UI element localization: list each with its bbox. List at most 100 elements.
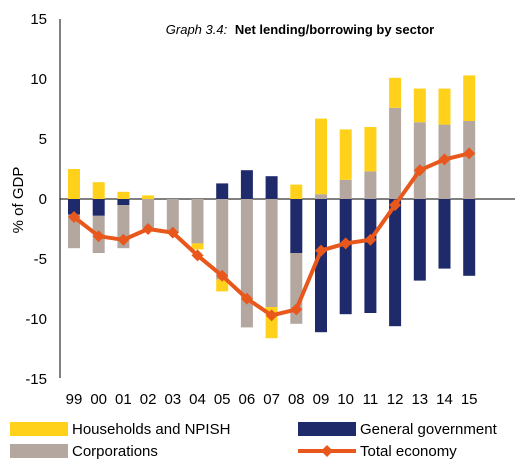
legend: Households and NPISH General government Co… bbox=[10, 421, 498, 460]
bar-general-government bbox=[364, 199, 377, 313]
x-tick-label: 13 bbox=[411, 391, 428, 408]
total-economy-point bbox=[142, 223, 155, 235]
x-tick-label: 09 bbox=[313, 391, 330, 408]
total-economy-point bbox=[240, 292, 253, 305]
bar-general-government bbox=[438, 199, 451, 269]
bar-corporations bbox=[463, 121, 476, 199]
bar-households-and-npish bbox=[339, 129, 352, 180]
bar-corporations bbox=[339, 179, 352, 199]
x-tick-label: 14 bbox=[436, 391, 453, 408]
bar-households-and-npish bbox=[463, 75, 476, 121]
bar-households-and-npish bbox=[315, 118, 327, 195]
legend-item-total-economy: Total economy bbox=[298, 443, 457, 460]
legend-marker bbox=[321, 445, 333, 457]
total-economy-point bbox=[216, 269, 229, 282]
bar-general-government bbox=[68, 199, 80, 215]
x-tick-label: 03 bbox=[164, 391, 181, 408]
legend-label: General government bbox=[360, 421, 498, 438]
bar-corporations bbox=[68, 214, 80, 249]
x-tick-label: 00 bbox=[90, 391, 107, 408]
bar-households-and-npish bbox=[290, 184, 303, 199]
bar-general-government bbox=[265, 176, 278, 199]
bar-general-government bbox=[389, 199, 402, 327]
x-ticks: 99 00 01 02 03 04 05 06 07 08 09 10 11 12 13 14 15 bbox=[66, 391, 478, 408]
bar-households-and-npish bbox=[68, 169, 80, 199]
bar-general-government bbox=[463, 199, 476, 276]
bar-corporations bbox=[117, 205, 130, 249]
bar-households-and-npish bbox=[92, 182, 105, 199]
total-economy-point bbox=[290, 303, 303, 316]
bar-general-government bbox=[315, 199, 327, 333]
x-tick-label: 02 bbox=[140, 391, 157, 408]
bar-general-government bbox=[240, 170, 253, 199]
bar-households-and-npish bbox=[117, 191, 130, 199]
legend-swatch bbox=[10, 444, 68, 458]
total-economy-point bbox=[364, 233, 377, 246]
x-tick-label: 99 bbox=[66, 391, 83, 408]
total-economy-point bbox=[438, 153, 451, 166]
y-tick-label: -15 bbox=[25, 371, 47, 388]
chart-title-prefix: Graph 3.4: bbox=[166, 22, 228, 37]
bar-corporations bbox=[216, 199, 229, 280]
x-tick-label: 01 bbox=[115, 391, 132, 408]
chart-title: Graph 3.4: Net lending/borrowing by sect… bbox=[166, 22, 434, 37]
total-economy-point bbox=[463, 147, 476, 160]
bar-general-government bbox=[92, 199, 105, 216]
bar-general-government bbox=[290, 199, 303, 253]
bar-households-and-npish bbox=[438, 88, 451, 125]
total-economy-point bbox=[315, 244, 327, 257]
x-tick-label: 11 bbox=[363, 391, 379, 408]
total-economy-point bbox=[265, 309, 278, 322]
bar-general-government bbox=[117, 199, 130, 205]
x-tick-label: 04 bbox=[189, 391, 206, 408]
bar-households-and-npish bbox=[142, 195, 155, 199]
bar-corporations bbox=[142, 199, 155, 228]
x-tick-label: 07 bbox=[263, 391, 280, 408]
y-axis-label: % of GDP bbox=[10, 167, 27, 234]
total-economy-point bbox=[191, 249, 204, 262]
bar-general-government bbox=[216, 183, 229, 199]
bar-corporations bbox=[315, 194, 327, 199]
bar-corporations bbox=[240, 199, 253, 328]
bar-corporations bbox=[191, 199, 204, 244]
x-tick-label: 12 bbox=[387, 391, 404, 408]
bar-households-and-npish bbox=[413, 88, 426, 123]
legend-label: Households and NPISH bbox=[72, 421, 230, 438]
legend-item-households-and-npish: Households and NPISH bbox=[10, 421, 230, 438]
y-ticks: -15 -10 -5 0 5 10 15 bbox=[25, 11, 47, 388]
legend-label: Corporations bbox=[72, 443, 158, 460]
x-tick-label: 06 bbox=[239, 391, 256, 408]
total-economy-point bbox=[92, 230, 105, 243]
chart-title-text: Net lending/borrowing by sector bbox=[235, 22, 434, 37]
total-economy-point bbox=[166, 226, 179, 239]
bar-corporations bbox=[265, 199, 278, 307]
legend-label: Total economy bbox=[360, 443, 457, 460]
bar-households-and-npish bbox=[216, 279, 229, 292]
total-economy-point bbox=[339, 237, 352, 250]
y-tick-label: 15 bbox=[30, 11, 47, 28]
bar-households-and-npish bbox=[364, 127, 377, 172]
bar-corporations bbox=[364, 171, 377, 199]
bar-corporations bbox=[389, 107, 402, 199]
y-tick-label: -10 bbox=[25, 311, 47, 328]
x-tick-label: 15 bbox=[461, 391, 478, 408]
y-tick-label: -5 bbox=[34, 251, 47, 268]
bar-corporations bbox=[413, 122, 426, 199]
svg-text:Graph 3.4: Net lending/b: Graph 3.4: Net lending/borrowing by sect… bbox=[166, 22, 434, 37]
legend-item-corporations: Corporations bbox=[10, 443, 158, 460]
bar-households-and-npish bbox=[191, 243, 204, 250]
total-economy-series bbox=[68, 147, 476, 322]
y-tick-label: 5 bbox=[39, 131, 47, 148]
bar-households-and-npish bbox=[389, 77, 402, 108]
total-economy-point bbox=[117, 233, 130, 246]
legend-swatch bbox=[10, 422, 68, 436]
x-tick-label: 08 bbox=[288, 391, 305, 408]
bar-corporations bbox=[166, 199, 179, 233]
legend-swatch bbox=[298, 422, 356, 436]
legend-item-general-government: General government bbox=[298, 421, 498, 438]
total-economy-point bbox=[413, 164, 426, 177]
bar-general-government bbox=[339, 199, 352, 315]
bars bbox=[68, 75, 476, 339]
total-economy-point bbox=[68, 211, 80, 223]
